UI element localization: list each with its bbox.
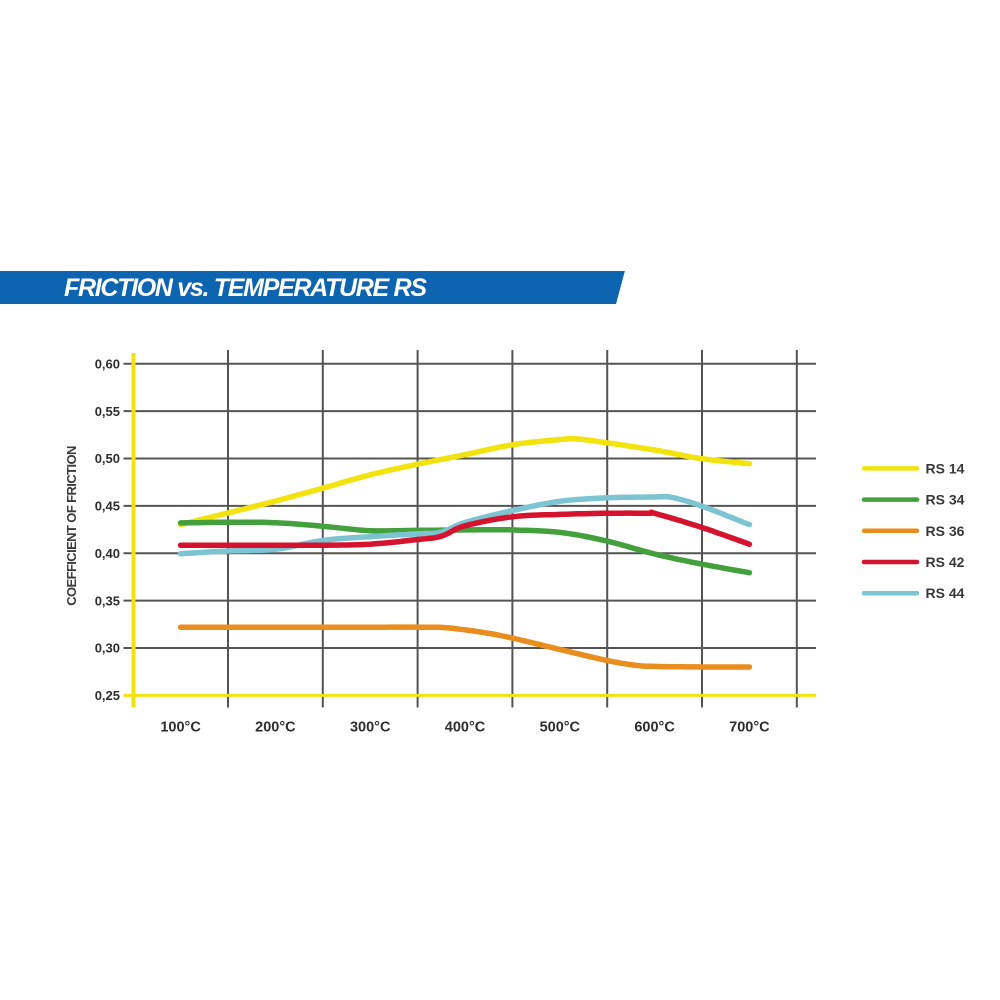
svg-text:500°C: 500°C <box>540 720 581 736</box>
svg-text:RS 44: RS 44 <box>926 585 965 601</box>
svg-text:0,60: 0,60 <box>95 356 120 371</box>
svg-text:RS 14: RS 14 <box>926 460 965 476</box>
svg-text:600°C: 600°C <box>634 720 675 736</box>
svg-text:400°C: 400°C <box>445 720 486 736</box>
svg-text:200°C: 200°C <box>255 720 296 736</box>
svg-text:0,30: 0,30 <box>95 641 120 656</box>
svg-text:0,55: 0,55 <box>95 404 120 419</box>
svg-text:RS 36: RS 36 <box>926 523 965 539</box>
svg-text:300°C: 300°C <box>350 720 391 736</box>
svg-text:0,50: 0,50 <box>95 451 120 466</box>
svg-text:RS 34: RS 34 <box>926 492 965 508</box>
svg-text:0,45: 0,45 <box>95 499 120 514</box>
svg-text:RS 42: RS 42 <box>926 554 965 570</box>
svg-text:0,35: 0,35 <box>95 593 120 608</box>
svg-text:100°C: 100°C <box>160 720 201 736</box>
svg-text:700°C: 700°C <box>729 720 770 736</box>
svg-text:0,40: 0,40 <box>95 546 120 561</box>
svg-text:COEFFICIENT OF FRICTION: COEFFICIENT OF FRICTION <box>64 446 79 606</box>
svg-text:0,25: 0,25 <box>95 688 120 703</box>
